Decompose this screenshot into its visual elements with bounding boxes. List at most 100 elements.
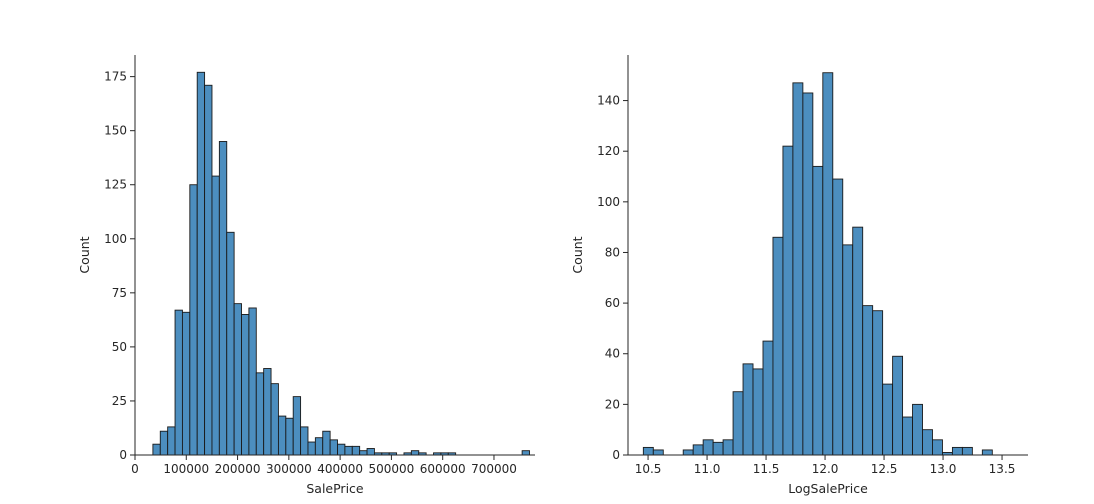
x-tick-label: 13.5 <box>989 462 1016 476</box>
histogram-bar <box>366 448 375 456</box>
histogram-bar <box>722 439 734 456</box>
y-tick-label: 50 <box>112 340 127 354</box>
histogram-bar <box>932 439 943 456</box>
histogram-bar <box>292 396 302 456</box>
histogram-bar <box>922 429 933 456</box>
histogram-bar <box>159 430 169 456</box>
histogram-bar <box>351 445 361 456</box>
histogram-bar <box>752 368 764 456</box>
x-tick-label: 600000 <box>420 462 466 476</box>
y-tick-label: 25 <box>112 394 127 408</box>
y-tick-label: 80 <box>605 245 620 259</box>
histogram-bar <box>682 449 694 456</box>
x-tick-label: 0 <box>131 462 139 476</box>
histogram-bar <box>842 244 854 456</box>
histogram-bar <box>912 403 923 456</box>
bars <box>642 72 993 456</box>
histogram-bar <box>742 363 754 456</box>
histogram-bar <box>792 82 804 456</box>
y-axis-label: Count <box>570 236 585 273</box>
x-tick-label: 13.0 <box>930 462 957 476</box>
histogram-bar <box>255 372 265 456</box>
histogram-bar <box>961 446 973 456</box>
histogram-bar <box>410 450 420 456</box>
x-tick-label: 10.5 <box>635 462 662 476</box>
histogram-bar <box>812 165 824 456</box>
histogram-bar <box>226 231 235 456</box>
x-tick-label: 100000 <box>163 462 209 476</box>
histogram-bar <box>732 391 744 456</box>
histogram-bar <box>872 310 884 456</box>
histogram-bar <box>712 441 724 456</box>
histogram-bar <box>652 449 664 456</box>
x-tick-label: 11.5 <box>753 462 780 476</box>
y-tick-label: 175 <box>104 70 127 84</box>
histogram-bar <box>862 305 874 456</box>
histogram-bar <box>270 383 279 456</box>
y-tick-label: 150 <box>104 124 127 138</box>
bars <box>152 71 530 456</box>
histogram-bar <box>642 446 654 456</box>
histogram-bar <box>344 445 353 456</box>
histogram-bar <box>314 437 324 456</box>
histogram-bar <box>307 441 316 456</box>
histogram-bar <box>951 446 963 456</box>
y-tick-label: 20 <box>605 397 620 411</box>
histogram-logsaleprice: 10.5 11.0 11.5 12.0 12.5 13.0 13.5 0 20 40 60 80 100… <box>570 55 1028 496</box>
x-axis-label: LogSalePrice <box>788 481 868 496</box>
y-tick-label: 60 <box>605 296 620 310</box>
y-axis-label: Count <box>77 236 92 273</box>
histogram-bar <box>822 72 834 456</box>
histogram-bar <box>337 443 346 456</box>
x-axis-label: SalePrice <box>306 481 364 496</box>
histogram-bar <box>692 444 704 456</box>
x-tick-label: 700000 <box>471 462 517 476</box>
histogram-bar <box>359 450 368 456</box>
x-tick-label: 300000 <box>266 462 312 476</box>
histogram-bar <box>702 439 714 456</box>
y-tick-label: 0 <box>612 448 620 462</box>
histogram-bar <box>892 355 904 456</box>
histogram-bar <box>167 426 176 456</box>
x-tick-label: 400000 <box>317 462 363 476</box>
histogram-bar <box>174 309 183 456</box>
y-tick-label: 120 <box>597 144 620 158</box>
histogram-bar <box>772 236 784 456</box>
histogram-bar <box>782 145 794 456</box>
histogram-bar <box>902 416 913 456</box>
y-tick-label: 75 <box>112 286 127 300</box>
histogram-bar <box>521 450 530 456</box>
y-tick-label: 100 <box>597 195 620 209</box>
histogram-bar <box>300 426 309 456</box>
x-tick-label: 11.0 <box>694 462 721 476</box>
histogram-saleprice: 0 100000 200000 300000 400000 500000 600000 700… <box>77 55 535 496</box>
histogram-bar <box>181 311 191 456</box>
y-tick-label: 125 <box>104 178 127 192</box>
y-tick-label: 40 <box>605 347 620 361</box>
x-tick-label: 12.5 <box>871 462 898 476</box>
y-tick-label: 100 <box>104 232 127 246</box>
y-tick-label: 0 <box>119 448 127 462</box>
histogram-bar <box>196 71 206 456</box>
x-tick-label: 500000 <box>369 462 415 476</box>
histogram-bar <box>248 307 257 456</box>
histogram-bar <box>832 178 844 456</box>
histogram-bar <box>285 417 294 456</box>
histogram-bar <box>263 368 272 456</box>
x-tick-label: 12.0 <box>812 462 839 476</box>
histogram-bar <box>233 303 242 456</box>
histogram-bar <box>189 184 198 456</box>
histogram-bar <box>277 415 287 456</box>
histogram-bar <box>241 314 250 456</box>
histogram-bar <box>762 340 774 456</box>
histogram-bar <box>882 383 894 456</box>
histogram-bar <box>211 175 220 456</box>
histogram-bar <box>204 84 213 456</box>
histogram-bar <box>218 141 228 456</box>
histogram-bar <box>852 226 864 456</box>
y-tick-label: 140 <box>597 94 620 108</box>
x-tick-label: 200000 <box>215 462 261 476</box>
histogram-bar <box>802 92 814 456</box>
histogram-bar <box>322 430 331 456</box>
